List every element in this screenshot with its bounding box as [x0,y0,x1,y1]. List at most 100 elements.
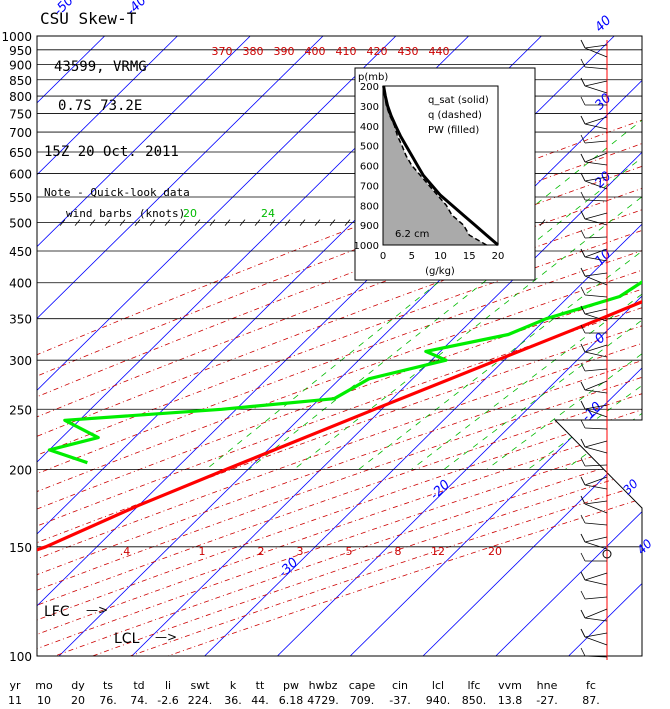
lfc-arrow: —> [86,603,108,617]
hatch-mark [74,219,81,226]
summary-value: -37. [389,694,410,707]
summary-header: dy [71,679,85,692]
wind-barb [584,199,608,202]
isotherm-label: -20 [428,477,454,503]
mixing-ratio-label: 12 [431,545,445,558]
wind-barb [584,541,608,550]
summary-value: 11 [8,694,22,707]
summary-value: 74. [130,694,148,707]
wind-barb [584,579,608,586]
hatch-mark [149,219,156,226]
summary-header: mo [35,679,53,692]
dry-adiabat-line [37,36,642,656]
wind-barb [584,632,608,638]
summary-header: yr [9,679,21,692]
wind-barb-flag [580,134,586,144]
isotherm-line [349,36,642,656]
dry-adiabat-line [37,36,642,656]
summary-table: yr 11 mo 10 dy 20 ts 76. td 74. li -2.6 swt 224. k 36. t… [8,679,600,707]
theta-label: 380 [243,45,264,58]
summary-value: 87. [582,694,600,707]
hatch-mark [329,219,336,226]
dry-adiabat-line [37,36,642,656]
pressure-tick-label: 600 [9,168,32,182]
inset-y-tick: 500 [360,142,379,153]
wind-barb [584,85,608,94]
mixing-ratio-label: 1 [199,545,206,558]
wind-barb [584,427,608,430]
theta-label: 440 [429,45,450,58]
inset-y-tick: 400 [360,122,379,133]
hatch-mark [179,219,186,226]
hatch-mark [224,219,231,226]
wind-barb [584,440,608,448]
pressure-tick-label: 800 [9,90,32,104]
wind-barb [584,536,608,543]
summary-value: -27. [536,694,557,707]
mixing-ratio-line [411,36,642,470]
inset-legend-line: PW (filled) [428,125,479,136]
theta-label: 430 [398,45,419,58]
mixing-ratio-label: 5 [346,545,353,558]
summary-value: 224. [188,694,213,707]
pressure-tick-label: 550 [9,191,32,205]
dry-adiabat-line [37,36,642,656]
pressure-tick-label: 200 [9,463,32,477]
inset-x-tick: 5 [409,251,415,262]
mixing-ratio-label: 3 [297,545,304,558]
wind-barb [584,476,608,486]
wind-barb-flag [580,191,586,201]
summary-header: k [230,679,237,692]
wind-barb [584,308,608,315]
wind-barb-flag [580,58,586,68]
pressure-tick-label: 100 [9,650,32,664]
note-label: Note - Quick-look data [44,186,190,199]
wind-barb-flag [580,400,586,410]
skewt-grid [37,36,642,656]
time-label: 15Z 20 Oct. 2011 [44,144,179,160]
summary-value: 850. [462,694,487,707]
wind-barb [584,47,608,58]
isotherm-label: -10 [579,399,605,425]
isotherm-line [37,36,397,656]
wind-barb-flag [580,419,586,429]
isotherm-line [641,36,642,656]
wind-barb [584,180,608,190]
hatch-mark [539,219,546,226]
wind-barb-flag [580,628,586,638]
wind-barb [584,123,608,130]
wind-barb [584,218,608,226]
wind-barb-flag [580,571,586,581]
dry-adiabat-line [37,36,642,656]
barb-note-label: wind barbs (knots) [66,207,185,220]
dry-adiabat-line [37,36,642,656]
dry-adiabat-line [37,36,642,656]
hatch-mark [269,219,276,226]
wind-barb [584,408,608,418]
wind-barb-flag [580,324,586,334]
wind-barb [584,140,608,144]
pressure-tick-label: 500 [9,217,32,231]
summary-header: li [165,679,171,692]
q-curve [382,85,487,246]
inset-y-tick: 700 [360,181,379,192]
isotherm-line [204,36,642,656]
inset-axes [382,85,499,246]
wind-barb-flag [580,362,586,372]
hatch-mark [59,219,66,226]
isotherm-label: -60 [0,0,4,19]
dry-adiabat-line [37,36,642,656]
summary-value: 13.8 [498,694,523,707]
dry-adiabat-line [37,36,642,656]
wind-barb-flag [580,305,586,315]
chart-title: CSU Skew-T [40,9,137,28]
wind-barb [584,522,608,526]
pressure-tick-label: 350 [9,313,32,327]
hatch-mark [284,219,291,226]
wind-barb [584,66,608,70]
theta-label: 390 [274,45,295,58]
qsat-curve [382,85,499,247]
pw-value-label: 6.2 cm [395,229,429,240]
summary-value: -2.6 [157,694,178,707]
wind-barb-flag [580,153,586,163]
